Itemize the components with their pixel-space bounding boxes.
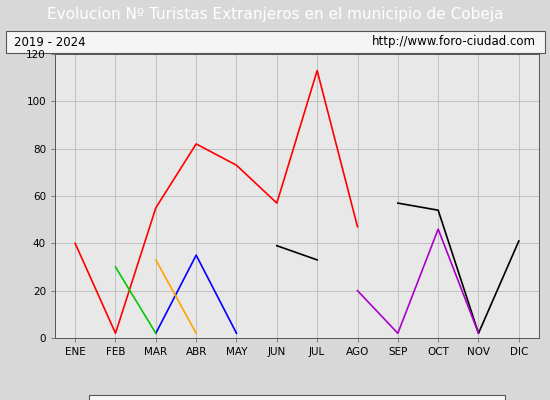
2022	[193, 253, 200, 258]
2024	[193, 142, 200, 146]
Line: 2022: 2022	[156, 255, 236, 333]
2024	[273, 201, 280, 206]
2020	[152, 258, 159, 262]
2020	[193, 331, 200, 336]
Line: 2023: 2023	[277, 246, 317, 260]
Text: Evolucion Nº Turistas Extranjeros en el municipio de Cobeja: Evolucion Nº Turistas Extranjeros en el …	[47, 8, 503, 22]
2024	[354, 224, 361, 229]
2021	[112, 265, 119, 270]
2024	[72, 241, 79, 246]
2024	[314, 68, 321, 73]
Line: 2024: 2024	[75, 70, 358, 333]
2019	[354, 288, 361, 293]
2022	[233, 331, 240, 336]
2019	[435, 227, 442, 232]
Text: 2019 - 2024: 2019 - 2024	[14, 36, 85, 48]
Text: http://www.foro-ciudad.com: http://www.foro-ciudad.com	[372, 36, 536, 48]
2024	[152, 206, 159, 210]
Line: 2020: 2020	[156, 260, 196, 333]
Line: 2019: 2019	[358, 229, 478, 333]
2021	[152, 331, 159, 336]
2024	[112, 331, 119, 336]
2024	[233, 163, 240, 168]
2022	[152, 331, 159, 336]
2019	[475, 331, 482, 336]
2019	[394, 331, 401, 336]
Line: 2021: 2021	[116, 267, 156, 333]
2023	[314, 258, 321, 262]
Legend: 2024, 2023, 2022, 2021, 2020, 2019: 2024, 2023, 2022, 2021, 2020, 2019	[89, 395, 505, 400]
2023	[273, 243, 280, 248]
